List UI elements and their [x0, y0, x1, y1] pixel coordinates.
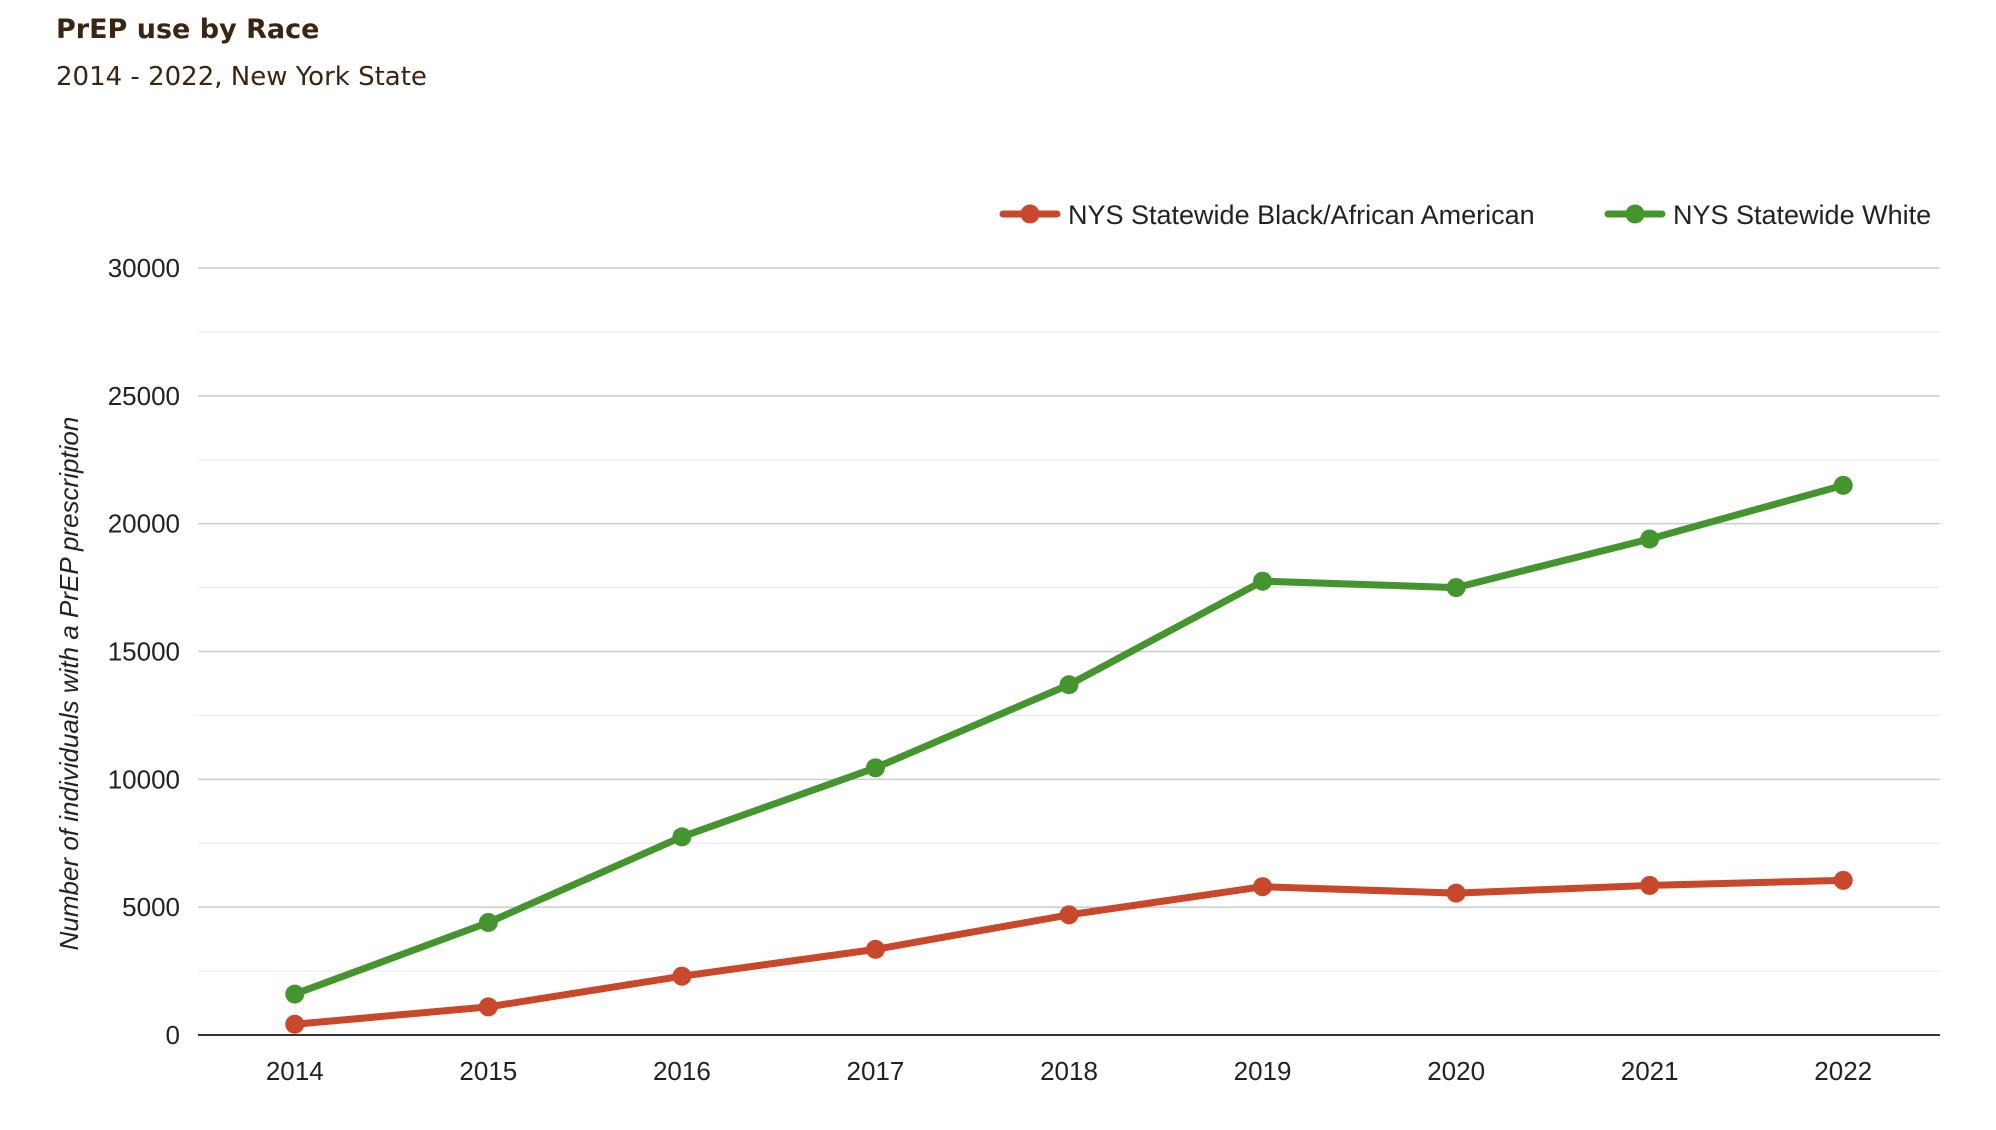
legend-marker: [1020, 204, 1040, 224]
x-tick-label: 2015: [459, 1056, 517, 1086]
chart-subtitle: 2014 - 2022, New York State: [56, 62, 427, 92]
data-point[interactable]: [1833, 870, 1853, 890]
data-point[interactable]: [1640, 875, 1660, 895]
y-tick-label: 25000: [108, 381, 180, 411]
y-tick-label: 15000: [108, 637, 180, 667]
series-lines: [291, 481, 1847, 1028]
y-tick-label: 0: [166, 1020, 180, 1050]
data-point[interactable]: [1640, 529, 1660, 549]
data-point[interactable]: [1059, 675, 1079, 695]
legend-label[interactable]: NYS Statewide Black/African American: [1068, 200, 1535, 230]
x-tick-label: 2017: [847, 1056, 905, 1086]
data-point[interactable]: [672, 966, 692, 986]
y-axis-title: Number of individuals with a PrEP prescr…: [54, 417, 84, 951]
data-point[interactable]: [1253, 877, 1273, 897]
series-points: [285, 475, 1853, 1034]
x-tick-label: 2020: [1427, 1056, 1485, 1086]
x-tick-label: 2022: [1814, 1056, 1872, 1086]
y-tick-label: 5000: [122, 892, 180, 922]
x-tick-label: 2014: [266, 1056, 324, 1086]
x-tick-label: 2019: [1234, 1056, 1292, 1086]
y-tick-label: 10000: [108, 764, 180, 794]
x-tick-label: 2016: [653, 1056, 711, 1086]
data-point[interactable]: [285, 1014, 305, 1034]
data-point[interactable]: [1059, 905, 1079, 925]
x-tick-label: 2021: [1621, 1056, 1679, 1086]
data-point[interactable]: [478, 997, 498, 1017]
y-axis-tick-labels: 0 5000 10000 15000 20000 25000 30000: [108, 253, 180, 1050]
chart-title: PrEP use by Race: [56, 14, 320, 45]
data-point[interactable]: [1446, 883, 1466, 903]
y-tick-label: 30000: [108, 253, 180, 283]
data-point[interactable]: [1833, 475, 1853, 495]
y-tick-label: 20000: [108, 509, 180, 539]
data-point[interactable]: [672, 827, 692, 847]
data-point[interactable]: [865, 939, 885, 959]
legend-label[interactable]: NYS Statewide White: [1673, 200, 1931, 230]
x-axis-tick-labels: 2014 2015 2016 2017 2018 2019 2020 2021 2022: [266, 1056, 1872, 1086]
x-tick-label: 2018: [1040, 1056, 1098, 1086]
legend-marker: [1625, 204, 1645, 224]
gridlines: [198, 267, 1940, 972]
legend: NYS Statewide Black/African American NYS …: [999, 200, 1931, 230]
data-point[interactable]: [1253, 571, 1273, 591]
data-point[interactable]: [865, 758, 885, 778]
data-point[interactable]: [285, 984, 305, 1004]
data-point[interactable]: [478, 913, 498, 933]
data-point[interactable]: [1446, 578, 1466, 598]
